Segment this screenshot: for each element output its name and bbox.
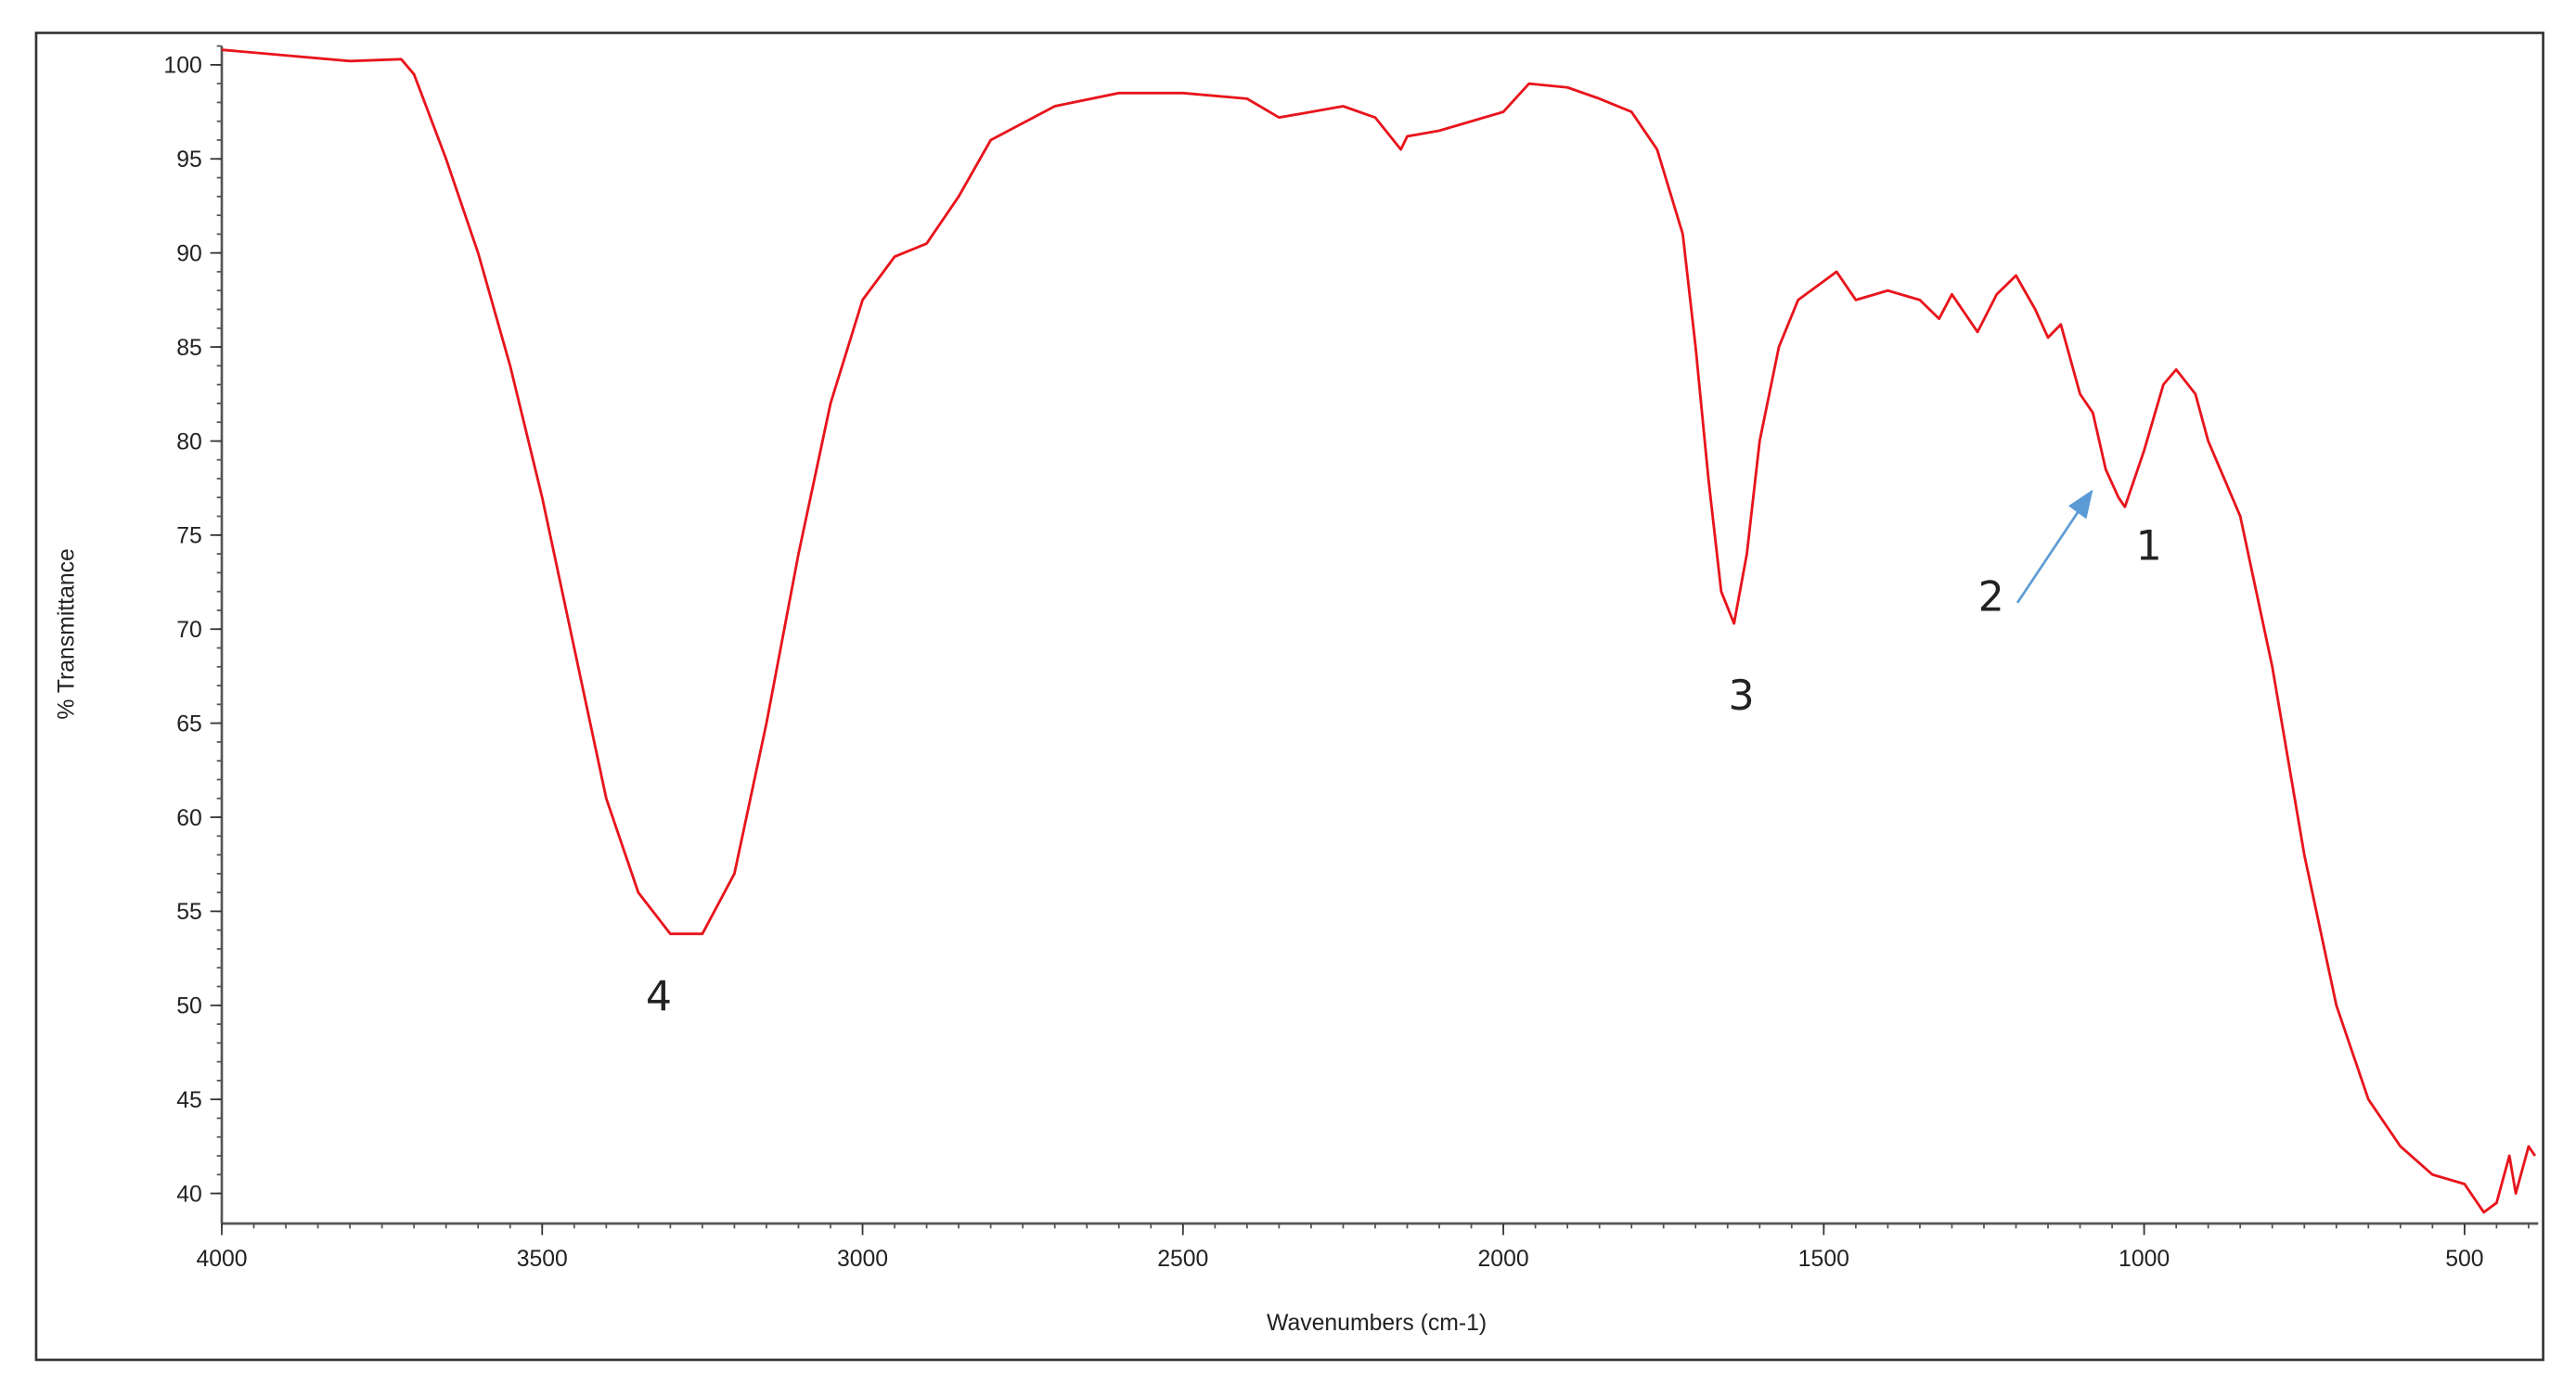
x-tick-label: 3000 [837,1247,888,1272]
x-tick-label: 1000 [2119,1247,2170,1272]
y-axis-label: % Transmittance [55,548,80,719]
arrow-head [2067,489,2093,519]
y-tick-label: 40 [176,1182,202,1207]
y-tick-label: 80 [176,429,202,455]
y-tick-label: 65 [176,711,202,737]
arrow-shaft [2016,508,2081,604]
y-tick-label: 90 [176,242,202,267]
annotation: 4 [646,973,672,1020]
y-tick-label: 50 [176,994,202,1019]
spectrum-line [221,48,2536,1214]
x-tick-label: 2500 [1157,1247,1208,1272]
y-tick-label: 75 [176,524,202,549]
y-tick-label: 100 [163,54,201,79]
annotation: 3 [1729,673,1755,720]
x-tick-label: 500 [2445,1247,2483,1272]
y-tick-label: 85 [176,336,202,361]
annotation: 1 [2136,523,2162,570]
annotation: 2 [1978,574,2004,622]
frame [34,32,2544,1362]
x-tick-label: 4000 [196,1247,247,1272]
y-tick-label: 95 [176,147,202,173]
y-tick-label: 70 [176,618,202,643]
x-axis-label: Wavenumbers (cm-1) [1267,1311,1487,1336]
x-tick-label: 2000 [1478,1247,1529,1272]
y-tick-label: 60 [176,806,202,831]
x-tick-label: 3500 [517,1247,568,1272]
x-tick-label: 1500 [1798,1247,1849,1272]
y-tick-label: 45 [176,1088,202,1113]
y-tick-label: 55 [176,900,202,925]
